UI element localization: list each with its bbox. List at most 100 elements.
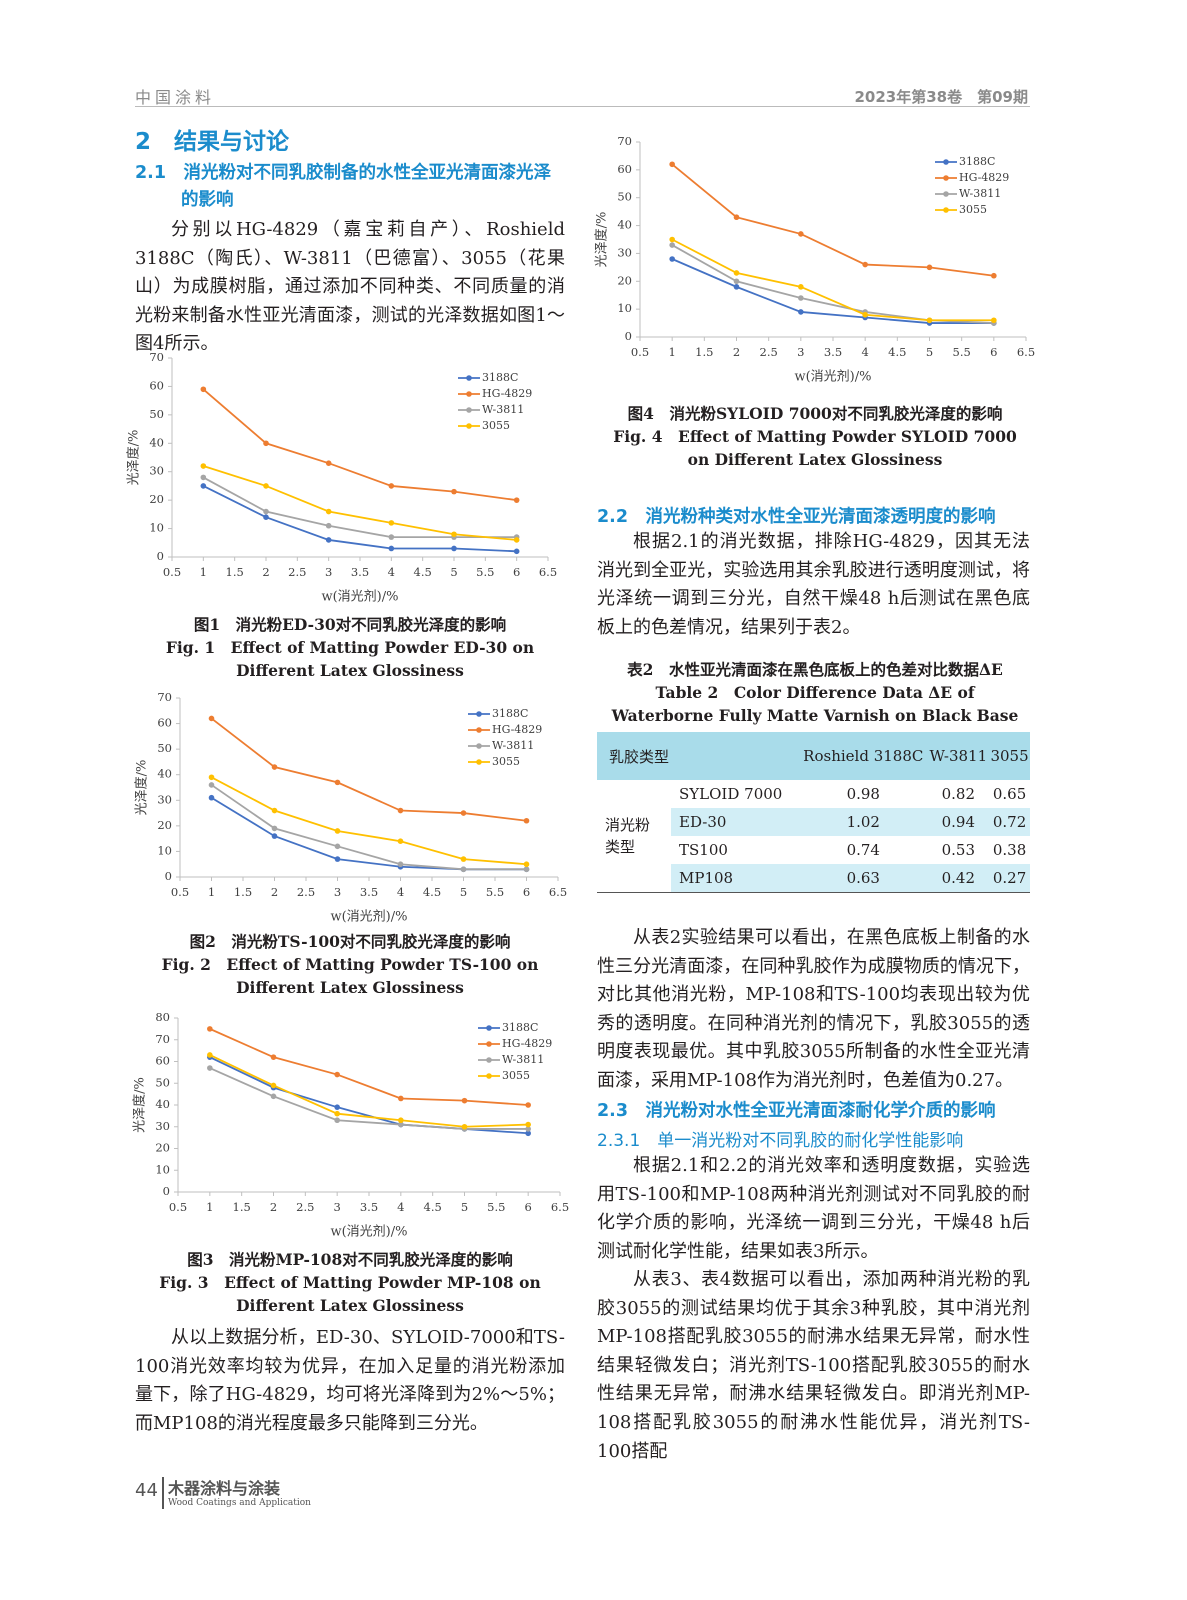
header-rule <box>135 106 1030 107</box>
legend-marker <box>943 175 949 181</box>
data-point <box>334 843 341 850</box>
data-point <box>523 817 530 824</box>
data-point <box>991 272 997 279</box>
series-line <box>671 238 994 322</box>
data-point <box>334 1110 340 1117</box>
data-point <box>270 1082 277 1089</box>
y-tick-label: 50 <box>617 190 632 204</box>
y-tick-label: 80 <box>155 1010 170 1024</box>
x-tick-label: 6.5 <box>549 885 567 899</box>
y-tick-label: 10 <box>157 843 172 857</box>
x-tick-label: 2 <box>262 565 269 579</box>
data-point <box>208 782 215 788</box>
legend-marker <box>476 711 482 717</box>
x-tick-label: 4 <box>397 885 404 899</box>
data-point <box>991 317 997 324</box>
series-line <box>209 1067 529 1130</box>
data-point <box>525 1130 531 1137</box>
caption-cn: 图3 消光粉MP-108对不同乳胶光泽度的影响 <box>187 1250 513 1269</box>
data-point <box>862 311 868 318</box>
data-point <box>200 474 207 481</box>
data-point <box>798 309 804 315</box>
data-point <box>200 483 207 489</box>
header-row: 乳胶类型 Roshield 3188C W-3811 3055 <box>597 732 1030 780</box>
data-point <box>263 440 269 447</box>
y-tick-label: 10 <box>155 1162 170 1176</box>
data-point <box>926 317 933 324</box>
x-tick-label: 3.5 <box>360 1200 378 1214</box>
data-point <box>208 774 215 781</box>
caption-en: Fig. 1 Effect of Matting Powder ED-30 on… <box>165 638 535 680</box>
data-point <box>669 242 675 248</box>
x-tick-label: 2 <box>270 1200 277 1214</box>
x-tick-label: 4 <box>397 1200 404 1214</box>
figure-caption: 图1 消光粉ED-30对不同乳胶光泽度的影响 Fig. 1 Effect of M… <box>125 613 575 682</box>
table-cell: MP108 <box>671 864 799 892</box>
x-tick-label: 3 <box>797 345 804 359</box>
series-line <box>671 163 994 277</box>
x-tick-label: 4 <box>388 565 395 579</box>
data-point <box>398 1117 404 1124</box>
y-tick-label: 70 <box>617 134 632 148</box>
x-tick-label: 1 <box>200 565 207 579</box>
table-cell: 0.65 <box>992 785 1027 803</box>
legend-label: 3188C <box>502 1021 538 1034</box>
x-tick-label: 5.5 <box>487 1200 505 1214</box>
data-point <box>460 866 467 873</box>
series-line <box>209 1054 529 1128</box>
y-tick-label: 10 <box>149 521 164 535</box>
series-line <box>202 485 517 553</box>
data-point <box>334 1117 340 1124</box>
data-point <box>271 833 278 839</box>
legend-marker <box>486 1073 492 1079</box>
legend-marker <box>466 391 472 397</box>
table-cell: 0.82 <box>941 785 976 803</box>
data-point <box>334 1071 340 1078</box>
data-point <box>460 810 467 816</box>
y-axis-label: 光泽度/% <box>594 212 610 268</box>
data-point <box>513 497 520 503</box>
legend-label: 3188C <box>959 155 995 168</box>
x-tick-label: 5 <box>450 565 457 579</box>
x-tick-label: 3.5 <box>824 345 842 359</box>
data-point <box>388 520 395 526</box>
table-row: 消光粉类型 SYLOID 7000 0.98 0.82 0.65 <box>597 780 1030 856</box>
x-tick-label: 6 <box>513 565 520 579</box>
series-line <box>671 244 994 324</box>
data-point <box>271 825 278 832</box>
caption-en: Fig. 3 Effect of Matting Powder MP-108 o… <box>159 1273 541 1315</box>
legend-label: 3055 <box>959 203 987 216</box>
series-line <box>211 796 527 871</box>
data-point <box>397 861 404 868</box>
data-point <box>451 545 457 552</box>
data-point <box>733 214 740 221</box>
y-tick-label: 0 <box>163 1184 170 1198</box>
journal-name: 中国涂料 <box>135 88 216 107</box>
legend-marker <box>466 423 472 429</box>
y-tick-label: 20 <box>617 273 632 287</box>
x-tick-label: 4.5 <box>888 345 906 359</box>
header-cell: 乳胶类型 <box>609 747 670 766</box>
legend-label: W-3811 <box>482 403 524 416</box>
data-point <box>263 514 269 520</box>
data-point <box>388 534 395 540</box>
data-point <box>798 231 804 237</box>
x-tick-label: 2.5 <box>296 1200 314 1214</box>
table-row: ED-30 1.02 0.94 0.72 <box>597 808 1030 836</box>
data-point <box>460 856 467 862</box>
paragraph: 从表2实验结果可以看出，在黑色底板上制备的水性三分光清面漆，在同种乳胶作为成膜物… <box>597 927 1030 1091</box>
series-line <box>210 717 527 822</box>
table-cell: 0.38 <box>992 841 1027 859</box>
x-tick-label: 1 <box>208 885 215 899</box>
legend-marker <box>466 375 472 381</box>
y-tick-label: 30 <box>157 792 172 806</box>
data-point <box>461 1097 468 1104</box>
x-tick-label: 2 <box>733 345 740 359</box>
data-point <box>798 284 804 290</box>
y-tick-label: 60 <box>617 162 632 176</box>
caption-cn: 图2 消光粉TS-100对不同乳胶光泽度的影响 <box>189 932 511 951</box>
data-point <box>325 522 332 529</box>
legend-label: 3055 <box>482 419 510 432</box>
